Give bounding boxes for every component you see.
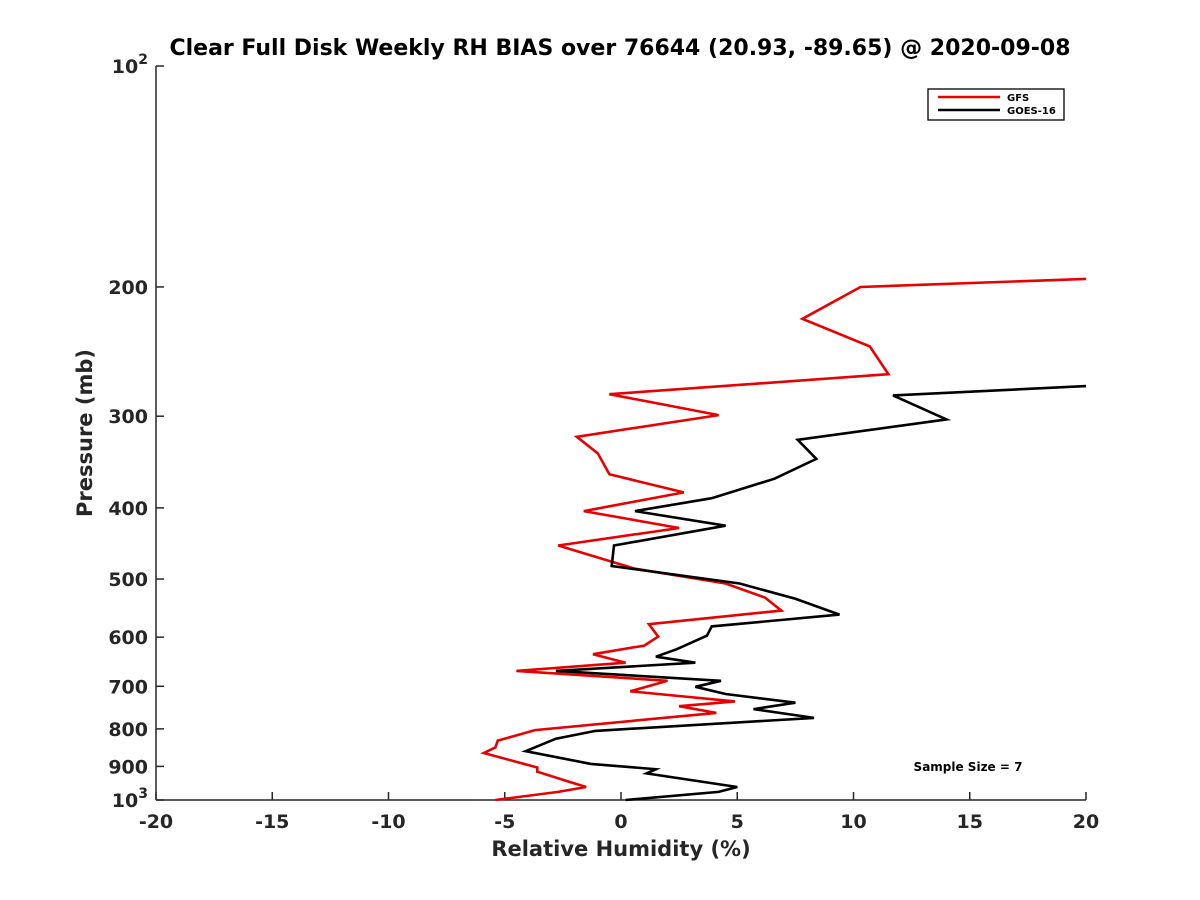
y-ticks: 102 200 300 400 500 600 700 800 900 103 — [108, 52, 164, 812]
y-tick-label: 600 — [108, 627, 148, 649]
x-ticks: -20 -15 -10 -5 0 5 10 15 20 — [139, 792, 1099, 833]
y-tick-label: 400 — [108, 498, 148, 520]
x-tick-label: -20 — [139, 811, 173, 833]
series-line-gfs — [480, 277, 1087, 802]
x-axis-label: Relative Humidity (%) — [491, 837, 750, 861]
y-tick-label: 700 — [108, 676, 148, 698]
y-tick-label: 900 — [108, 756, 148, 778]
legend-box — [927, 88, 1065, 121]
x-tick-label: 20 — [1073, 811, 1099, 833]
series-line-goes16 — [521, 384, 1087, 802]
legend-label-gfs: GFS — [1007, 93, 1029, 104]
x-tick-label: 10 — [840, 811, 866, 833]
y-tick-label: 300 — [108, 406, 148, 428]
x-tick-label: -10 — [371, 811, 405, 833]
x-tick-label: 0 — [614, 811, 627, 833]
y-tick-label: 103 — [112, 786, 148, 812]
y-tick-label: 102 — [112, 52, 148, 78]
legend: GFS GOES-16 — [927, 88, 1065, 121]
y-tick-label: 800 — [108, 719, 148, 741]
series-group — [480, 277, 1087, 802]
x-tick-label: -5 — [494, 811, 515, 833]
y-tick-label: 500 — [108, 569, 148, 591]
y-tick-label: 200 — [108, 277, 148, 299]
chart-title: Clear Full Disk Weekly RH BIAS over 7664… — [169, 36, 1070, 61]
y-axis-label: Pressure (mb) — [73, 349, 97, 517]
x-tick-label: 15 — [957, 811, 983, 833]
sample-size-annotation: Sample Size = 7 — [914, 760, 1023, 774]
x-tick-label: -15 — [255, 811, 289, 833]
legend-label-goes16: GOES-16 — [1007, 106, 1056, 117]
x-tick-label: 5 — [731, 811, 744, 833]
